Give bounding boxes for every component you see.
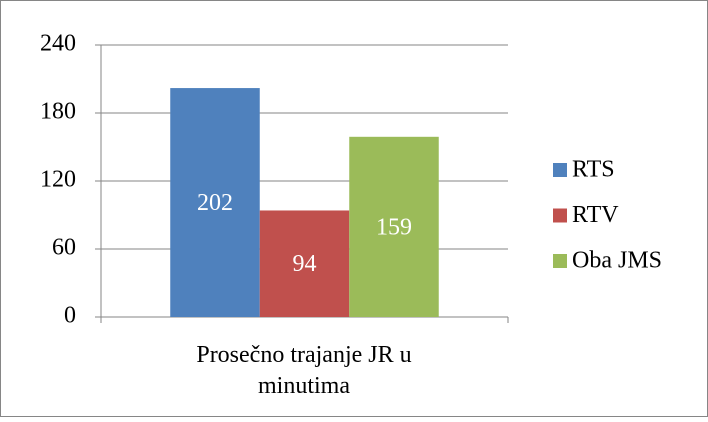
legend-label: Oba JMS <box>572 248 662 274</box>
data-label: 159 <box>376 214 412 240</box>
y-tick-label: 240 <box>40 31 76 57</box>
x-tick-label: Prosečno trajanje JR u minutima <box>196 342 412 399</box>
y-tick-label: 0 <box>64 303 76 329</box>
y-tick-label: 60 <box>52 235 76 261</box>
legend-swatch <box>553 208 567 223</box>
legend-swatch <box>553 254 567 268</box>
bar <box>170 88 260 317</box>
legend-label: RTV <box>572 202 619 228</box>
bar <box>259 210 350 317</box>
data-label: 202 <box>197 190 233 216</box>
legend-swatch <box>553 163 567 177</box>
y-tick-label: 120 <box>40 167 76 193</box>
bar <box>349 136 439 317</box>
data-label: 94 <box>293 251 317 277</box>
y-tick-label: 180 <box>40 99 76 125</box>
legend-label: RTS <box>572 157 615 183</box>
